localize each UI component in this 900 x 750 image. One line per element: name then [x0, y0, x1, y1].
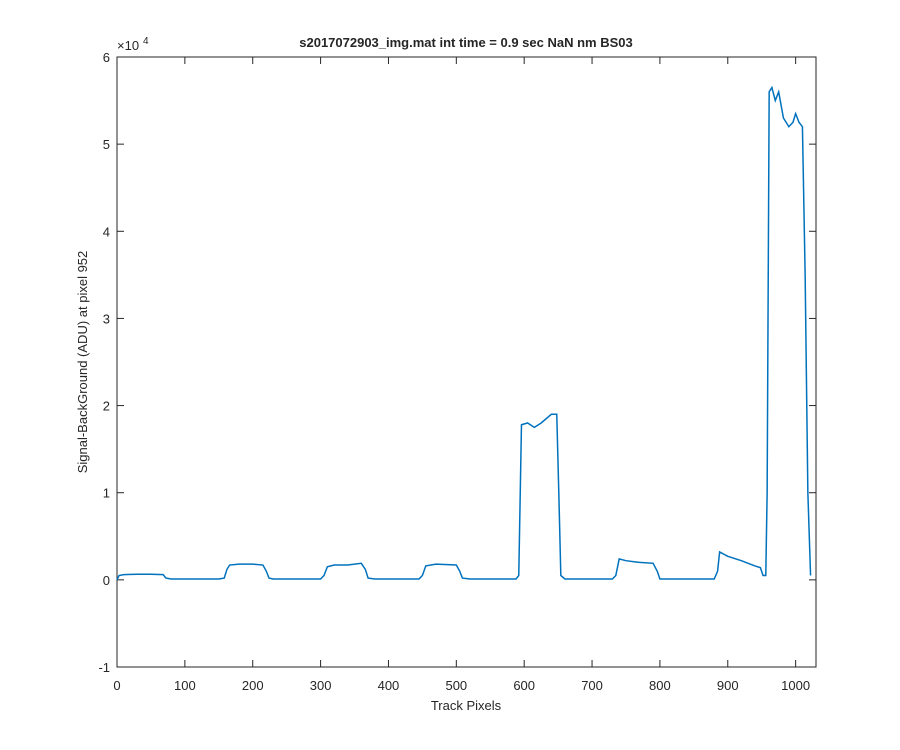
- x-tick-label: 1000: [781, 678, 810, 693]
- y-scale-base: ×10: [117, 38, 139, 53]
- y-tick-label: 3: [103, 311, 110, 326]
- x-tick-label: 600: [513, 678, 535, 693]
- plot-frame: [116, 56, 817, 668]
- y-axis-label: Signal-BackGround (ADU) at pixel 952: [75, 251, 90, 474]
- x-tick-label: 800: [649, 678, 671, 693]
- y-tick-label: 4: [103, 224, 110, 239]
- y-tick-label: 6: [103, 50, 110, 65]
- y-tick-label: 5: [103, 137, 110, 152]
- y-tick-label: 2: [103, 399, 110, 414]
- y-tick-label: 0: [103, 573, 110, 588]
- x-tick-label: 400: [378, 678, 400, 693]
- x-axis-label: Track Pixels: [431, 698, 502, 713]
- x-tick-label: 500: [445, 678, 467, 693]
- x-tick-label: 300: [310, 678, 332, 693]
- x-tick-label: 0: [113, 678, 120, 693]
- data-line: [116, 85, 812, 581]
- y-scale-exponent: 4: [143, 36, 149, 47]
- y-tick-label: 1: [103, 486, 110, 501]
- x-tick-label: 900: [717, 678, 739, 693]
- y-tick-label: -1: [98, 660, 110, 675]
- x-tick-label: 200: [242, 678, 264, 693]
- chart-title: s2017072903_img.mat int time = 0.9 sec N…: [299, 35, 633, 50]
- x-tick-label: 700: [581, 678, 603, 693]
- x-tick-label: 100: [174, 678, 196, 693]
